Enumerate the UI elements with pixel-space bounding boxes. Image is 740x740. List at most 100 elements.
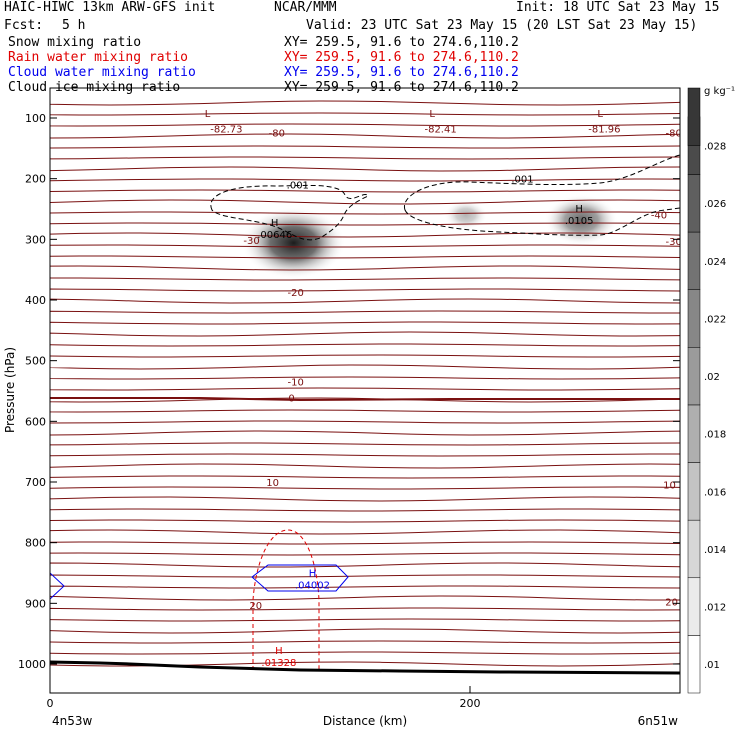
isotherm-line: [50, 343, 680, 347]
isotherm-line: [50, 145, 680, 149]
isotherm-line: [50, 508, 680, 512]
isotherm-line: [50, 453, 680, 457]
zero-isotherm: [50, 397, 680, 402]
isotherm-label: -82.73: [210, 124, 242, 135]
colorbar-tick-label: .014: [704, 545, 726, 556]
colorbar-tick-label: .012: [704, 603, 726, 614]
isotherm-line: [50, 310, 680, 314]
isotherm-line: [50, 397, 680, 403]
y-tick-label: 300: [25, 233, 46, 246]
snow-maximum-value: .00646: [257, 230, 292, 241]
isotherm-line: [50, 607, 680, 611]
valid-time: Valid: 23 UTC Sat 23 May 15 (20 LST Sat …: [306, 18, 698, 33]
colorbar-segment: [687, 577, 701, 636]
field-name-cloud-water: Cloud water mixing ratio: [8, 65, 196, 80]
colorbar-tick-label: .024: [704, 257, 726, 268]
isotherm-line: [50, 409, 680, 413]
colorbar-segment: [687, 462, 701, 521]
isotherm-line: [50, 354, 680, 358]
fcst-value: 5 h: [62, 18, 86, 33]
isotherm-line: [50, 364, 680, 370]
isotherm-line: [50, 628, 680, 634]
colorbar-tick-label: .01: [704, 660, 720, 671]
isotherm-line: [50, 618, 680, 622]
isotherm-label: -20: [288, 288, 304, 299]
plot-frame: [49, 87, 681, 694]
y-tick-label: 700: [25, 476, 46, 489]
colorbar-tick-label: .028: [704, 142, 726, 153]
colorbar-segment: [687, 404, 701, 463]
rain-maximum-h: H: [275, 646, 283, 657]
isotherm-line: [50, 541, 680, 545]
y-tick-label: 1000: [18, 658, 46, 671]
colorbar-segment: [687, 635, 701, 694]
isotherm-label: -80: [269, 129, 285, 140]
isotherm-line: [50, 288, 680, 292]
snow-contour-left: [210, 184, 369, 241]
isotherm-line: [50, 211, 680, 215]
y-tick-label: 400: [25, 294, 46, 307]
isotherm-line: [50, 430, 680, 436]
endpoint-right: 6n51w: [638, 714, 679, 728]
low-marker: L: [429, 109, 435, 120]
isotherm-line: [50, 166, 680, 172]
field-xy-snow: XY= 259.5, 91.6 to 274.6,110.2: [284, 35, 519, 50]
y-tick-label: 800: [25, 537, 46, 550]
terrain-line: [50, 660, 680, 675]
isotherm-line: [50, 463, 680, 469]
snow-maximum-h: H: [271, 218, 279, 229]
fcst-label: Fcst:: [4, 18, 44, 33]
colorbar-tick-label: .026: [704, 199, 726, 210]
y-tick-label: 100: [25, 112, 46, 125]
isotherm-line: [50, 277, 680, 281]
isotherm-line: [50, 585, 680, 589]
isotherm-line: [50, 376, 680, 380]
field-xy-cloud-ice: XY= 259.5, 91.6 to 274.6,110.2: [284, 80, 519, 95]
isotherm-line: [50, 331, 680, 337]
y-tick-label: 900: [25, 597, 46, 610]
shading-blob-2: [444, 200, 488, 230]
x-axis-label: Distance (km): [323, 714, 407, 728]
colorbar-segment: [687, 231, 701, 290]
snow-contour-label: .001: [511, 175, 533, 186]
y-tick-label: 500: [25, 355, 46, 368]
isotherm-line: [50, 442, 680, 446]
isotherm-line: [50, 519, 680, 523]
rain-contour: [252, 529, 320, 672]
isotherm-label: -30: [666, 237, 682, 248]
low-marker: L: [597, 109, 603, 120]
snow-contour-right: [404, 154, 680, 236]
isotherm-line: [50, 552, 680, 556]
isotherm-line: [50, 562, 680, 568]
colorbar-segment: [687, 347, 701, 406]
isotherm-line: [50, 244, 680, 248]
isotherm-line: [50, 640, 680, 644]
isotherm-line: [50, 199, 680, 205]
title-center: NCAR/MMM: [274, 0, 337, 15]
cloud-water-contour-edge: [50, 572, 65, 600]
isotherm-label: -40: [651, 210, 667, 221]
isotherm-line: [50, 496, 680, 502]
isotherm-label: -80: [666, 129, 682, 140]
cloud-water-maximum-value: .04002: [295, 581, 330, 592]
colorbar-tick-label: .022: [704, 314, 726, 325]
isotherm-label: 0: [288, 394, 294, 405]
y-tick-label: 200: [25, 173, 46, 186]
title-left: HAIC-HIWC 13km ARW-GFS init: [4, 0, 216, 15]
isotherm-line: [50, 156, 680, 160]
isotherm-line: [50, 298, 680, 304]
x-tick-label: 0: [47, 697, 54, 710]
colorbar-segment: [687, 87, 701, 146]
x-tick-label: 200: [460, 697, 481, 710]
isotherm-label: 20: [249, 601, 262, 612]
rain-maximum-value: .01328: [261, 658, 296, 669]
isotherm-line: [50, 661, 680, 667]
colorbar-segment: [687, 174, 701, 233]
isotherm-line: [50, 222, 680, 226]
isotherm-label: -82.41: [424, 124, 456, 135]
isotherm-label: 10: [663, 480, 676, 491]
isotherm-line: [50, 321, 680, 325]
cloud-water-maximum-h: H: [309, 569, 317, 580]
field-name-rain: Rain water mixing ratio: [8, 50, 189, 65]
isotherm-line: [50, 265, 680, 271]
